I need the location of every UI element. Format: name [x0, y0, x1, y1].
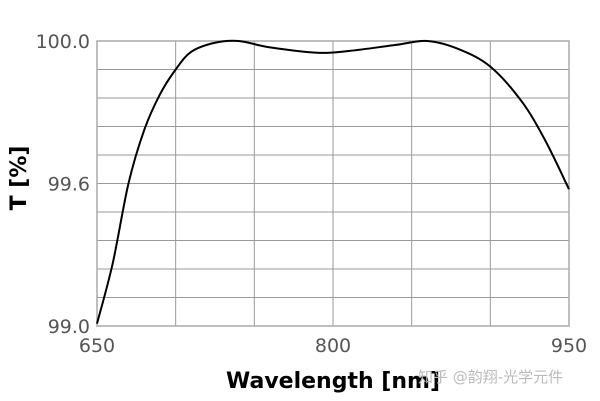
y-tick-label: 99.0 [48, 316, 90, 338]
x-tick-labels: 650 800 950 [79, 335, 587, 357]
x-tick-label: 950 [551, 335, 587, 357]
x-tick-label: 650 [79, 335, 115, 357]
y-tick-labels: 99.0 99.6 100.0 [36, 31, 90, 338]
x-axis-label: Wavelength [nm] [226, 369, 440, 394]
y-tick-label: 100.0 [36, 31, 90, 53]
watermark: 知乎 @韵翔-光学元件 [418, 368, 563, 386]
y-axis-label: T [%] [7, 146, 32, 211]
plot-frame [96, 40, 570, 327]
x-tick-label: 800 [315, 335, 351, 357]
series-line-T [96, 39, 570, 324]
y-tick-label: 99.6 [48, 174, 90, 196]
grid [96, 40, 570, 327]
